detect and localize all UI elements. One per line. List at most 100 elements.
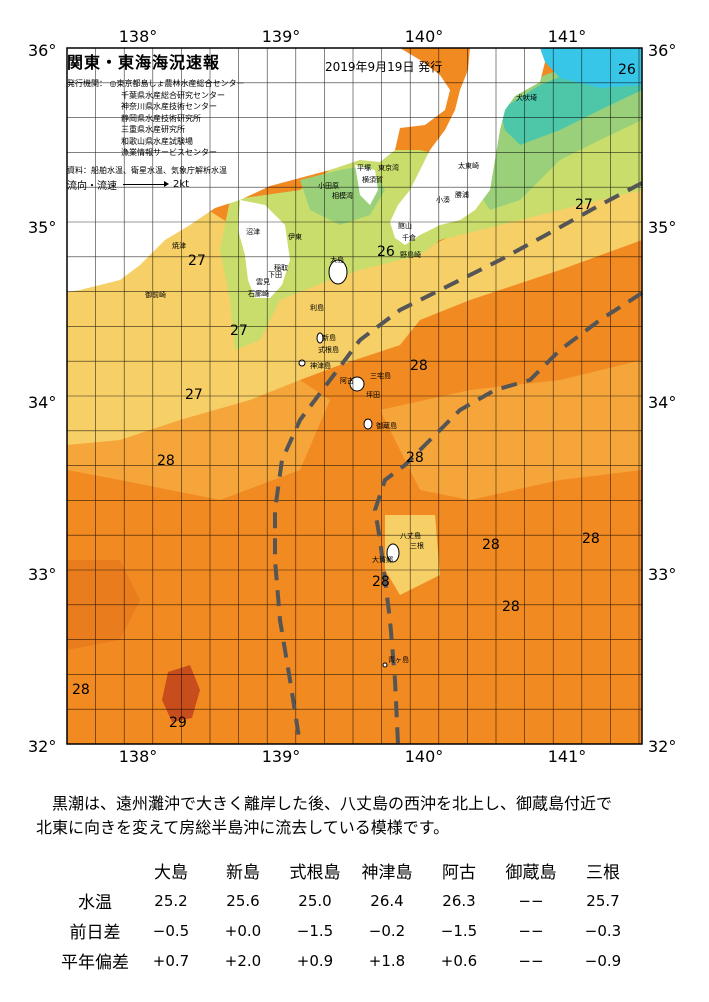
land-miura [355, 165, 378, 205]
lat-label-35-left: 35° [28, 218, 56, 237]
temp-label: 28 [406, 450, 424, 466]
ocean-27b-zone-east [380, 360, 642, 500]
agency-name: 三重県水産研究所 [121, 125, 185, 134]
station-header: 御蔵島 [505, 863, 557, 883]
temp-label: 26 [377, 244, 395, 260]
temp-label: 27 [575, 197, 593, 213]
table-cell: −0.2 [368, 921, 406, 940]
description-line: 北東に向きを変えて房総半島沖に流去している模様です。 [36, 818, 450, 837]
place-name: 小田原 [318, 181, 339, 190]
place-name: 焼津 [172, 241, 186, 250]
issuing-agencies: 発行機関： ◎東京都島しょ農林水産総合センター 千葉県水産総合研究センター 神奈… [67, 78, 245, 159]
table-corner [55, 858, 135, 887]
place-name: 下田 [268, 271, 282, 279]
place-name: 坪田 [366, 391, 380, 399]
place-name: 相模湾 [332, 191, 353, 200]
place-name: 阿古 [340, 376, 354, 385]
table-cell: −− [518, 951, 544, 970]
temp-label: 27 [188, 253, 206, 269]
station-header: 神津島 [361, 863, 413, 883]
station-header: 式根島 [289, 863, 341, 883]
island-miyakejima [349, 376, 365, 392]
place-name: 伊東 [288, 232, 302, 241]
land-izu [238, 200, 290, 298]
table-cell: −1.5 [440, 921, 478, 940]
temp-label: 28 [482, 537, 500, 553]
place-name: 三根 [410, 541, 424, 550]
table-cell: −− [518, 891, 544, 910]
station-header: 阿古 [442, 863, 476, 883]
kuroshio-axis-outer [273, 181, 643, 745]
temp-label: 29 [169, 715, 187, 731]
temp-label: 27 [185, 387, 203, 403]
place-name: 新島 [322, 333, 336, 342]
agency-name: 神奈川県水産技術センター [121, 102, 217, 111]
row-label: 前日差 [69, 923, 121, 943]
graticule-grid [66, 47, 642, 745]
agency-name: ◎東京都島しょ農林水産総合センター [109, 79, 245, 88]
place-name: 神津島 [310, 361, 331, 370]
place-name: 式根島 [318, 345, 339, 354]
place-name: 大島 [330, 255, 344, 264]
place-name: 千倉 [402, 233, 416, 242]
map-title: 関東・東海海況速報 [67, 53, 221, 72]
agency-name: 和歌山県水産試験場 [121, 136, 193, 146]
sea-temperature-map: 138° 139° 140° 141° 138° 139° 140° 141° … [28, 27, 676, 766]
flow-arrow-icon [123, 181, 169, 187]
table-cell: +0.0 [224, 921, 262, 940]
table-cell: +0.7 [152, 951, 190, 970]
table-cell: −0.9 [584, 951, 622, 970]
kuroshio-axis-inner [372, 291, 644, 745]
lat-label-36-right: 36° [648, 41, 676, 60]
place-name: 勝浦 [455, 190, 469, 199]
data-source: 資料：船舶水温、衛星水温、気象庁解析水温 [67, 166, 227, 175]
lon-label-141-bottom: 141° [548, 747, 587, 766]
temp-label: 26 [618, 62, 636, 78]
agency-name: 漁業情報サービスセンター [121, 148, 217, 157]
place-name: 太東崎 [458, 161, 479, 170]
island-oshima [328, 259, 348, 285]
flow-scale: 2kt [173, 179, 190, 190]
place-name: 雲見 [256, 278, 270, 286]
table-cell: 25.0 [298, 891, 332, 910]
table-cell: 25.6 [226, 891, 260, 910]
table-cell: +0.9 [296, 951, 334, 970]
lat-label-34-right: 34° [648, 393, 676, 412]
row-label: 平年偏差 [61, 953, 129, 973]
lon-label-139-top: 139° [262, 27, 301, 46]
flow-legend: 流向・流速 2kt [67, 177, 189, 192]
lon-label-139-bottom: 139° [262, 747, 301, 766]
table-cell: 25.2 [154, 891, 188, 910]
row-label: 水温 [78, 893, 112, 913]
kuroshio-description: 黒潮は、遠州灘沖で大きく離岸した後、八丈島の西沖を北上し、御蔵島付近で 北東に向… [36, 792, 686, 840]
table-row: 前日差 −0.5 +0.0 −1.5 −0.2 −1.5 −− −0.3 [55, 917, 639, 947]
place-name: 大賀郷 [372, 555, 393, 564]
lat-label-34-left: 34° [28, 393, 56, 412]
table-cell: 26.4 [370, 891, 404, 910]
place-name: 青ヶ島 [388, 655, 409, 664]
place-name: 館山 [398, 221, 412, 230]
ocean-29-zone [162, 665, 200, 722]
island-niijima [316, 332, 324, 344]
table-cell: +2.0 [224, 951, 262, 970]
lon-label-141-top: 141° [548, 27, 587, 46]
lon-label-140-top: 140° [405, 27, 444, 46]
temp-label: 27 [230, 323, 248, 339]
place-name: 八丈島 [400, 531, 421, 540]
temp-label: 28 [72, 682, 90, 698]
lon-label-138-bottom: 138° [119, 747, 158, 766]
map-canvas: 138° 139° 140° 141° 138° 139° 140° 141° … [28, 27, 676, 766]
table-cell: 25.7 [586, 891, 620, 910]
table-cell: −1.5 [296, 921, 334, 940]
place-name: 利島 [310, 303, 324, 312]
temp-label: 28 [582, 531, 600, 547]
station-header: 新島 [226, 863, 260, 883]
temp-label: 28 [502, 599, 520, 615]
lat-label-32-left: 32° [28, 737, 56, 756]
place-name: 東京湾 [378, 163, 399, 172]
place-name: 小湊 [436, 195, 450, 204]
agency-name: 静岡県水産技術研究所 [121, 113, 201, 123]
place-name: 犬吠埼 [516, 93, 537, 102]
description-line: 黒潮は、遠州灘沖で大きく離岸した後、八丈島の西沖を北上し、御蔵島付近で [52, 794, 613, 813]
station-header: 三根 [586, 863, 620, 883]
